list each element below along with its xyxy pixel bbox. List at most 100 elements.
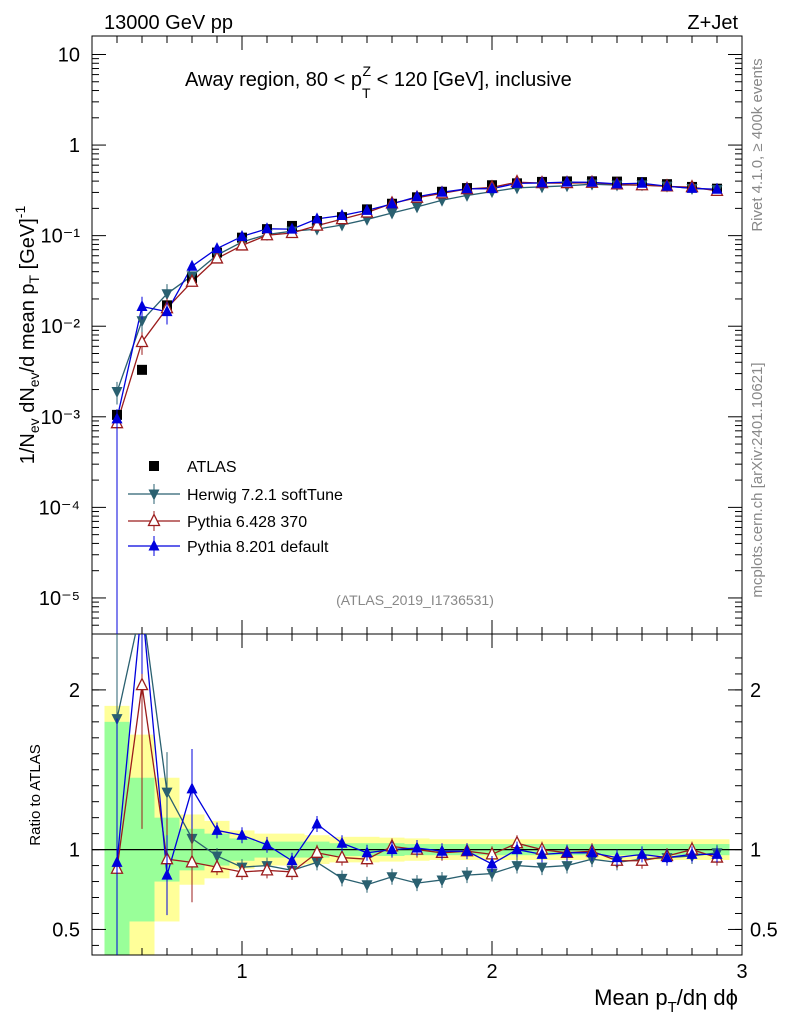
ratio-point	[661, 851, 673, 863]
data-point	[611, 177, 623, 189]
data-point	[136, 316, 148, 328]
ratio-point	[711, 847, 723, 859]
data-point	[161, 289, 173, 301]
ratio-point	[536, 862, 548, 874]
series-line	[116, 183, 718, 392]
data-point	[136, 300, 148, 312]
ratio-point	[310, 844, 324, 858]
ratio-point	[311, 817, 323, 829]
header-left: 13000 GeV pp	[104, 12, 233, 34]
data-point	[286, 222, 298, 234]
ratio-plot-frame	[91, 633, 743, 956]
ratio-point	[161, 787, 173, 799]
ratio-tick-label-right: 1	[750, 840, 761, 862]
data-point	[210, 250, 224, 264]
data-point	[336, 208, 348, 220]
ratio-tick-label: 0.5	[52, 919, 80, 941]
ratio-point	[461, 844, 473, 856]
header-right: Z+Jet	[687, 12, 738, 34]
data-point	[261, 222, 273, 234]
mcplots-label: mcplots.cern.ch [arXiv:2401.10621]	[749, 362, 766, 597]
series-line	[116, 181, 718, 424]
ratio-y-axis-label: Ratio to ATLAS	[27, 744, 44, 845]
ratio-tick-label-right: 2	[750, 680, 761, 702]
data-point	[461, 182, 473, 194]
analysis-id: (ATLAS_2019_I1736531)	[336, 592, 494, 608]
ratio-point	[336, 873, 348, 885]
legend-label: Herwig 7.2.1 softTune	[187, 487, 343, 504]
data-point	[536, 176, 548, 188]
ratio-point	[586, 846, 598, 858]
data-point	[310, 217, 324, 231]
data-point	[186, 259, 198, 271]
ratio-point	[561, 861, 573, 873]
y-tick-label: 10⁻²	[41, 316, 81, 338]
data-point	[311, 212, 323, 224]
ratio-point	[486, 869, 498, 881]
x-tick-label: 3	[736, 961, 747, 983]
ratio-point	[185, 854, 199, 868]
y-tick-label: 10	[58, 44, 80, 66]
x-tick-label: 1	[236, 961, 247, 983]
main-series	[110, 174, 724, 634]
data-point	[211, 242, 223, 254]
data-point	[135, 334, 149, 348]
data-point	[561, 175, 573, 187]
ratio-point	[361, 846, 373, 858]
data-point	[185, 273, 199, 287]
ratio-series	[110, 634, 724, 955]
x-axis-label: Mean pT/dη dϕ	[594, 985, 738, 1016]
data-point	[711, 182, 723, 194]
data-point	[361, 203, 373, 215]
ratio-point	[286, 854, 298, 866]
ratio-point	[511, 843, 523, 855]
ratio-point	[135, 677, 149, 691]
data-point	[111, 412, 123, 424]
data-point	[111, 387, 123, 399]
ratio-point	[486, 857, 498, 869]
data-point	[436, 185, 448, 197]
ratio-point	[386, 872, 398, 884]
y-tick-label: 10⁻⁴	[39, 497, 80, 519]
y-tick-label: 10⁻³	[41, 407, 81, 429]
ratio-point	[311, 857, 323, 869]
ratio-point	[561, 846, 573, 858]
ratio-point	[511, 861, 523, 873]
data-point	[411, 190, 423, 202]
x-tick-label: 2	[486, 961, 497, 983]
data-point	[161, 305, 173, 317]
ratio-point	[186, 782, 198, 794]
ratio-point	[436, 844, 448, 856]
main-y-axis-label: 1/Nev dNev/d mean pT [GeV]-1	[12, 206, 42, 465]
ratio-point	[285, 864, 299, 878]
y-tick-label: 1	[69, 135, 80, 157]
legend-marker	[148, 539, 160, 551]
data-point	[586, 175, 598, 187]
data-point	[686, 181, 698, 193]
legend-marker	[148, 489, 160, 501]
ratio-point	[386, 843, 398, 855]
data-point	[511, 176, 523, 188]
legend-label: ATLAS	[187, 459, 237, 476]
ratio-point	[611, 851, 623, 863]
ratio-point	[436, 875, 448, 887]
ratio-point	[261, 838, 273, 850]
ratio-point	[411, 841, 423, 853]
axis-ticks: 1 2 3 10 1 10⁻¹ 10⁻² 10⁻³ 10⁻⁴ 10⁻⁵ 0.5 0.5 1 1 2 2	[39, 36, 778, 983]
ratio-point	[335, 849, 349, 863]
legend-label: Pythia 6.428 370	[187, 514, 307, 531]
ratio-point	[686, 847, 698, 859]
data-point	[137, 364, 147, 375]
legend-marker	[149, 461, 159, 471]
data-point	[260, 227, 274, 241]
data-point	[661, 179, 673, 191]
ratio-point	[210, 859, 224, 873]
y-tick-label: 10⁻⁵	[39, 588, 80, 610]
series-line	[116, 181, 718, 419]
ratio-point	[536, 847, 548, 859]
ratio-point	[461, 870, 473, 882]
ratio-point	[161, 868, 173, 880]
data-point	[636, 176, 648, 188]
ratio-point	[411, 878, 423, 890]
